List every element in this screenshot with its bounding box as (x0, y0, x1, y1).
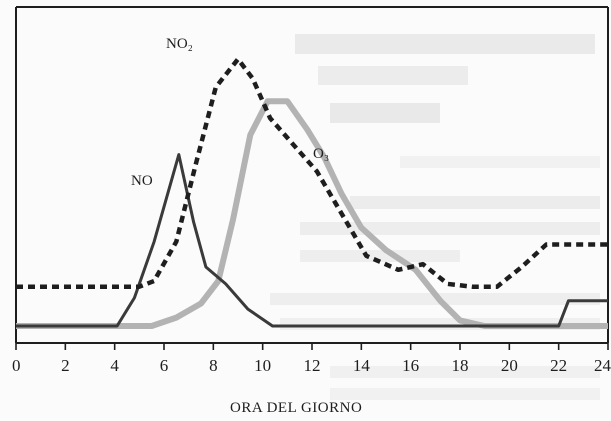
x-axis-ticks (15, 343, 609, 350)
x-axis-tick-labels: 0 2 4 6 8 10 12 14 16 18 20 22 24 (12, 356, 611, 375)
x-axis-title: ORA DEL GIORNO (230, 400, 362, 416)
x-tick-label: 6 (160, 356, 169, 375)
series-label-no: NO (131, 173, 153, 189)
ghost-band (300, 250, 460, 262)
series-line-o3 (16, 98, 608, 329)
ghost-band (350, 196, 600, 209)
x-tick-label: 16 (402, 356, 419, 375)
x-tick-label: 24 (594, 356, 611, 375)
x-tick-label: 18 (452, 356, 469, 375)
series-line-no (16, 153, 608, 328)
ghost-band (295, 34, 595, 54)
ghost-band (330, 103, 440, 123)
x-tick-label: 14 (353, 356, 371, 375)
x-tick-label: 2 (61, 356, 70, 375)
x-tick-label: 0 (12, 356, 21, 375)
x-tick-label: 20 (501, 356, 518, 375)
x-tick-label: 4 (110, 356, 119, 375)
x-tick-label: 8 (209, 356, 218, 375)
series-line-no2 (16, 56, 608, 289)
ghost-band (300, 222, 600, 235)
x-tick-label: 22 (550, 356, 567, 375)
ghost-band (400, 156, 600, 168)
x-tick-label: 12 (304, 356, 321, 375)
series-label-no2: NO₂ (166, 36, 193, 52)
ghost-band (318, 66, 468, 85)
ghost-band (330, 388, 600, 400)
series-label-o3: O₃ (313, 146, 329, 162)
ghost-band (270, 293, 600, 305)
x-tick-label: 10 (254, 356, 271, 375)
page-bleed-through (270, 34, 600, 400)
series-layer (16, 56, 608, 329)
ghost-band (330, 366, 600, 378)
plot-frame (15, 6, 609, 344)
